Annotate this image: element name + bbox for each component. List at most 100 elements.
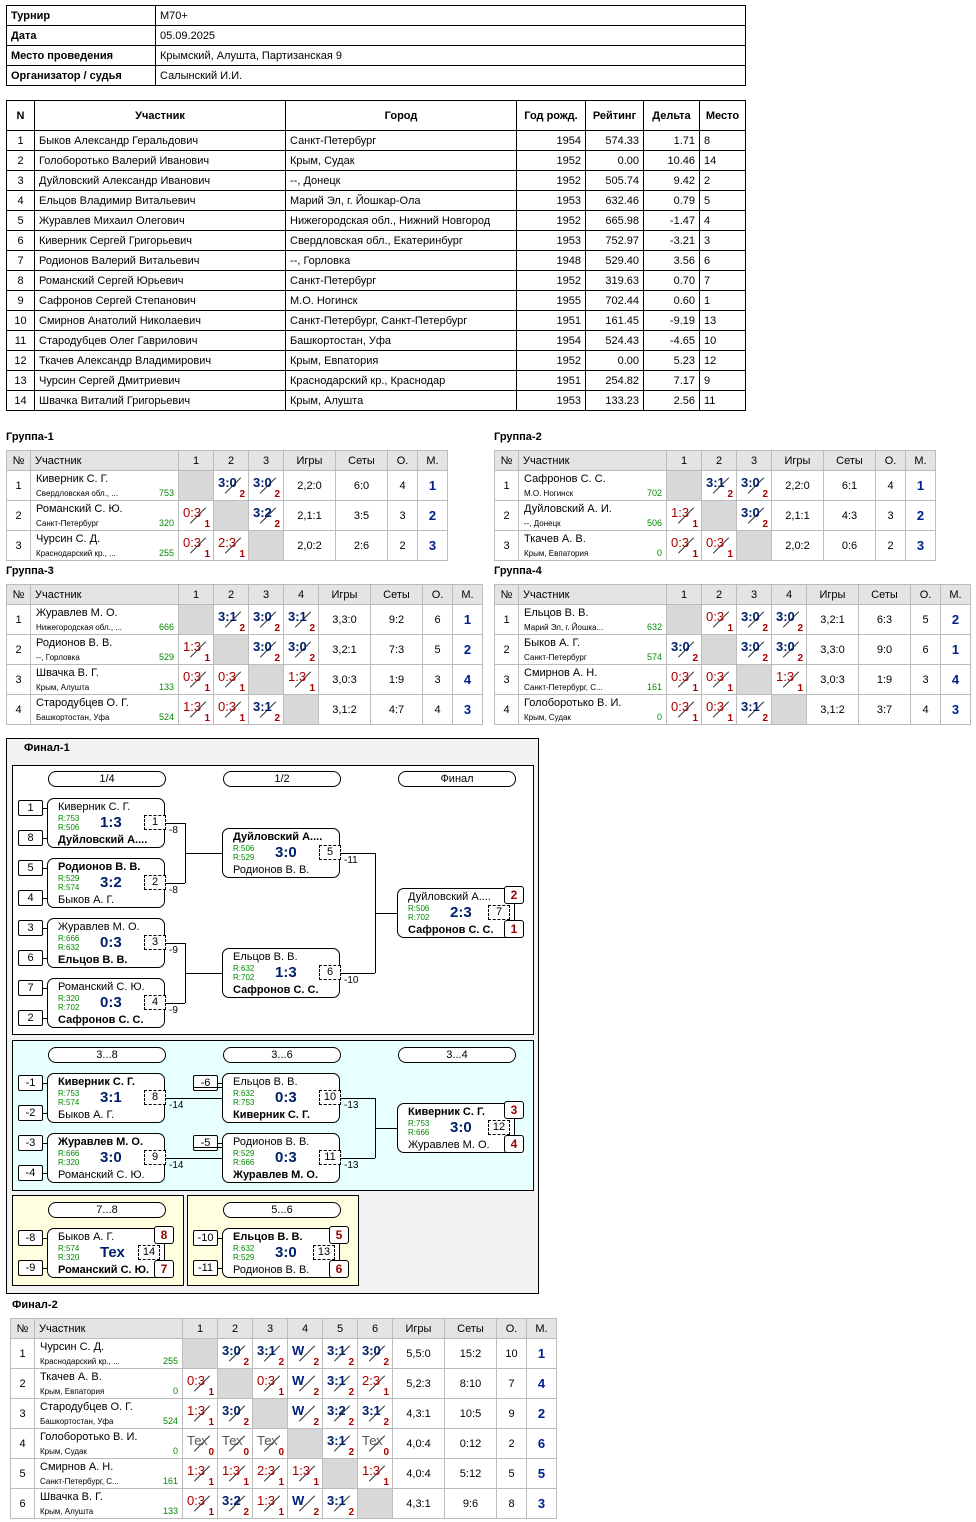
col-opponent: 5 [322,1318,358,1339]
row-no: 1 [6,604,31,635]
seed-number: -3 [18,1135,43,1151]
bracket-match: Киверник С. Г. Журавлев М. О. R:753 R:666 3:… [397,1101,524,1153]
player2-rating: R:529 [233,1253,255,1262]
game-number: 3 [144,935,166,950]
participant-name: Голоборотько В. И. [40,1431,138,1443]
place-badge: 2 [504,886,524,904]
group-head: № Участник 1 2 3 4 5 6 Игры Сеты О. М. [10,1318,557,1339]
match-result [666,604,702,635]
group-row: 2 Ткачев А. В. Крым, Евпатория 0 0:3 1 0:3 1 W 2 3… [10,1368,557,1399]
score-points: 0 [278,1447,284,1458]
match-result: 3:0 2 [248,470,284,501]
match-score: 3:0 [275,1244,297,1261]
score-value: 1:3 [671,505,690,520]
player1-name: Журавлев М. О. [58,1136,144,1148]
player-cell: -1.47 [643,210,700,231]
games: 5,5:0 [392,1338,445,1369]
row-no: 4 [494,694,519,725]
participant-name: Ткачев А. В. [40,1371,102,1383]
game-number: 13 [313,1245,335,1260]
match-result: 3:0 2 [283,634,319,665]
score-points: 1 [239,549,245,560]
player2-name: Романский С. Ю. [58,1169,145,1181]
player-cell: 0.00 [585,150,644,171]
points: 4 [422,694,453,725]
score-value: 3:1 [327,1493,346,1508]
games: 5,2:3 [392,1368,445,1399]
player-cell: 4 [6,190,35,211]
match-score: 2:3 [450,904,472,921]
player-cell: 0.70 [643,270,700,291]
col-opponent: 2 [217,1318,253,1339]
score-value: 2:3 [257,1463,276,1478]
participant-name: Киверник С. Г. [36,473,109,485]
group-row: 3 Смирнов А. Н. Санкт-Петербург, С... 161 0:… [494,664,971,695]
match-result: 3:0 2 [217,1338,253,1369]
participant-rating: 702 [646,488,662,498]
score-value: 3:1 [218,609,237,624]
score-points: 1 [204,713,210,724]
seed-number: 7 [18,980,43,996]
group-head-row: № Участник 1 2 3 Игры Сеты О. М. [494,450,936,471]
row-no: 4 [10,1428,35,1459]
participant-name: Журавлев М. О. [36,607,118,619]
info-value: M70+ [155,5,746,26]
col-name: Участник [518,450,667,471]
participant-city: Башкортостан, Уфа [40,1417,114,1426]
col-points: О. [387,450,418,471]
player-cell: Стародубцев Олег Гаврилович [34,330,286,351]
score-value: 3:1 [327,1433,346,1448]
place: 2 [940,604,971,635]
participant-name: Дуйловский А. И. [524,503,612,515]
score-value: 2:3 [218,535,237,550]
score-points: 1 [278,1387,284,1398]
games: 3,2:1 [806,604,859,635]
score-value: 1:3 [183,699,202,714]
player-cell: 10 [6,310,35,331]
participant-city: Краснодарский кр., ... [36,549,116,558]
score-value: 3:0 [222,1343,241,1358]
participant: Швачка В. Г. Крым, Алушта 133 [34,1488,183,1519]
score-points: 2 [383,1417,389,1428]
score-value: 3:1 [253,699,272,714]
label-3-8: 3...8 [48,1047,166,1063]
points: 3 [875,500,906,531]
participant-rating: 506 [646,518,662,528]
game-number: 8 [144,1090,166,1105]
place: 2 [452,634,483,665]
row-no: 3 [494,530,519,561]
player-cell: 0.79 [643,190,700,211]
player-cell: 3 [699,230,746,251]
player1-rating: R:753 [58,814,80,823]
match-result: 3:0 2 [357,1338,393,1369]
sets: 2:6 [335,530,388,561]
col-no: № [10,1318,35,1339]
score-points: 1 [243,1477,249,1488]
score-value: 3:0 [288,639,307,654]
player-cell: 1952 [516,350,586,371]
row-no: 2 [494,500,519,531]
points: 4 [910,694,941,725]
participant: Чурсин С. Д. Краснодарский кр., ... 255 [30,530,179,561]
participant-city: Марий Эл, г. Йошка... [524,623,604,632]
player-cell: 10.46 [643,150,700,171]
player2-name: Сафронов С. С. [233,984,319,996]
score-points: 2 [692,653,698,664]
score-points: 1 [204,549,210,560]
match-score: 3:1 [100,1089,122,1106]
bracket-match: Ельцов В. В. Родионов В. В. R:632 R:529 3:0 1… [222,1226,349,1278]
score-points: 1 [727,623,733,634]
col-opponent: 4 [287,1318,323,1339]
row-no: 2 [6,634,31,665]
match-result: 3:2 2 [248,500,284,531]
label-7-8: 7...8 [48,1202,166,1218]
score-value: 1:3 [187,1463,206,1478]
participant-city: --, Горловка [36,653,80,662]
match-result: 0:3 1 [701,530,737,561]
player-cell: Башкортостан, Уфа [285,330,517,351]
bracket-line [43,958,47,959]
player1-name: Киверник С. Г. [58,801,131,813]
player-cell: 12 [699,350,746,371]
seed-number: -6 [193,1075,218,1091]
score-points: 1 [692,683,698,694]
